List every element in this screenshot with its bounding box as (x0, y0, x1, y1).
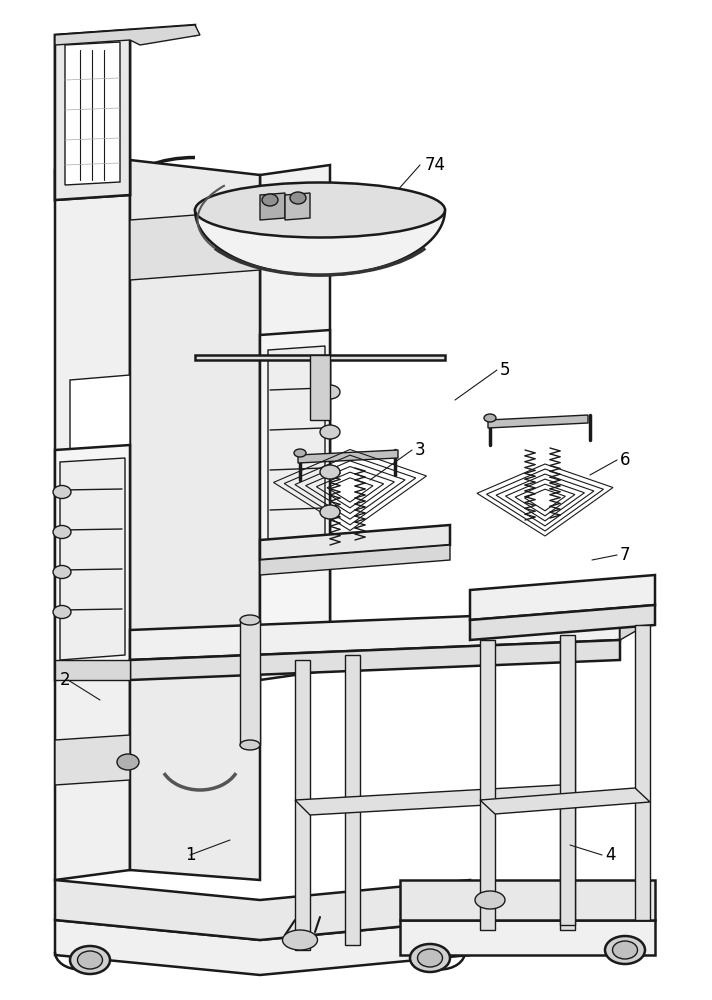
Polygon shape (130, 610, 620, 660)
Polygon shape (55, 920, 470, 975)
Text: 1: 1 (185, 846, 196, 864)
Polygon shape (130, 160, 260, 880)
Text: 6: 6 (620, 451, 631, 469)
Ellipse shape (240, 740, 260, 750)
Polygon shape (400, 920, 655, 955)
Polygon shape (488, 415, 588, 428)
Text: 5: 5 (500, 361, 511, 379)
Polygon shape (260, 193, 285, 220)
Polygon shape (130, 640, 620, 680)
Polygon shape (60, 458, 125, 660)
Ellipse shape (78, 951, 103, 969)
Ellipse shape (70, 946, 110, 974)
Polygon shape (240, 620, 260, 745)
Polygon shape (260, 545, 450, 575)
Ellipse shape (240, 615, 260, 625)
Polygon shape (480, 788, 650, 814)
Polygon shape (260, 415, 330, 650)
Ellipse shape (320, 425, 340, 439)
Ellipse shape (294, 449, 306, 457)
Ellipse shape (612, 941, 637, 959)
Ellipse shape (117, 754, 139, 770)
Polygon shape (55, 25, 200, 45)
Polygon shape (295, 660, 310, 950)
Polygon shape (310, 355, 330, 420)
Polygon shape (260, 165, 330, 680)
Text: 2: 2 (60, 671, 70, 689)
Ellipse shape (605, 936, 645, 964)
Ellipse shape (320, 385, 340, 399)
Ellipse shape (283, 930, 318, 950)
Polygon shape (268, 346, 325, 540)
Text: 4: 4 (605, 846, 615, 864)
Polygon shape (55, 30, 130, 200)
Polygon shape (55, 160, 130, 880)
Polygon shape (560, 640, 575, 930)
Text: 74: 74 (425, 156, 446, 174)
Text: 3: 3 (415, 441, 426, 459)
Ellipse shape (53, 486, 71, 498)
Polygon shape (400, 880, 655, 920)
Polygon shape (620, 590, 655, 640)
Polygon shape (635, 625, 650, 920)
Polygon shape (470, 575, 655, 620)
Polygon shape (295, 785, 575, 815)
Ellipse shape (320, 505, 340, 519)
Text: 7: 7 (620, 546, 631, 564)
Polygon shape (55, 735, 130, 785)
Polygon shape (130, 210, 260, 280)
Ellipse shape (290, 192, 306, 204)
Polygon shape (480, 640, 495, 930)
Ellipse shape (262, 194, 278, 206)
Polygon shape (260, 525, 450, 560)
Polygon shape (195, 355, 445, 360)
Ellipse shape (484, 414, 496, 422)
Polygon shape (298, 450, 398, 463)
Ellipse shape (53, 605, 71, 618)
Polygon shape (285, 193, 310, 220)
Ellipse shape (53, 566, 71, 578)
Ellipse shape (410, 944, 450, 972)
Polygon shape (560, 635, 575, 925)
Ellipse shape (475, 891, 505, 909)
Polygon shape (55, 660, 130, 680)
Polygon shape (55, 25, 195, 200)
Polygon shape (55, 445, 130, 680)
Polygon shape (70, 375, 130, 640)
Ellipse shape (417, 949, 442, 967)
Polygon shape (345, 655, 360, 945)
Ellipse shape (195, 182, 445, 237)
Polygon shape (260, 330, 330, 650)
Polygon shape (470, 605, 655, 640)
Ellipse shape (53, 526, 71, 538)
Polygon shape (55, 880, 470, 940)
Polygon shape (65, 42, 120, 185)
Polygon shape (195, 210, 445, 275)
Ellipse shape (320, 465, 340, 479)
